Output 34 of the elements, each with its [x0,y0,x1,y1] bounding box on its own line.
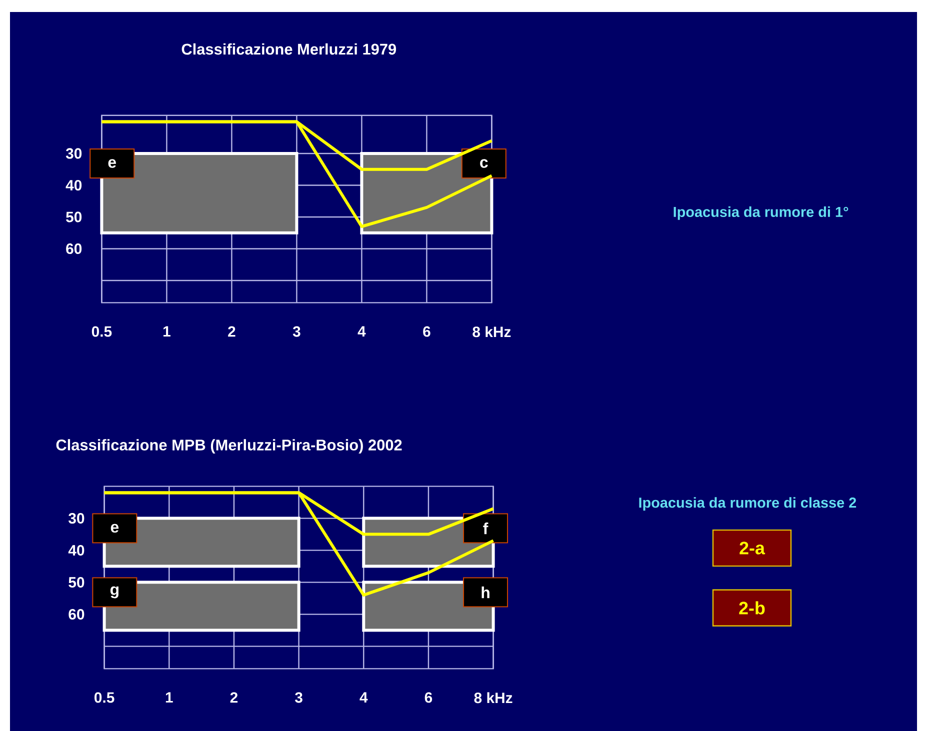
y-tick-label: 40 [68,545,84,556]
chart-title: Classificazione Merluzzi 1979 [182,43,396,55]
x-tick-label: 8 kHz [472,326,511,338]
band-label: g [110,586,118,598]
chart-title: Classificazione MPB (Merluzzi-Pira-Bosio) 2002 [56,439,402,454]
text: Ipoacusia da rumore di classe 2 [639,497,856,511]
y-tick-label: 40 [66,180,82,191]
band-label: e [108,159,116,168]
x-tick-label: 0.5 [92,326,112,337]
x-tick-label: 8 kHz [474,692,512,704]
text: 2-a [740,542,766,554]
y-tick-label: 50 [66,212,82,222]
band-label: f [483,522,488,534]
x-tick-label: 0.5 [94,692,114,703]
y-tick-label: 30 [66,148,82,159]
y-tick-label: 50 [68,577,84,588]
band-label: e [110,524,119,533]
x-tick-label: 6 [423,326,430,337]
y-tick-label: 30 [68,512,84,524]
text: 2-b [739,601,765,614]
x-tick-label: 4 [358,326,366,336]
x-tick-label: 2 [230,692,238,703]
y-tick-label: 60 [66,243,82,254]
band-label: h [482,586,490,598]
band-label: c [480,159,488,168]
x-tick-label: 2 [228,326,236,337]
text: Ipoacusia da rumore di 1° [674,206,848,220]
x-tick-label: 6 [424,692,432,703]
x-tick-label: 1 [163,326,170,336]
y-tick-label: 60 [68,609,84,620]
x-tick-label: 4 [360,692,368,702]
x-tick-label: 3 [294,692,302,703]
x-tick-label: 3 [292,326,300,337]
x-tick-label: 1 [166,692,173,702]
